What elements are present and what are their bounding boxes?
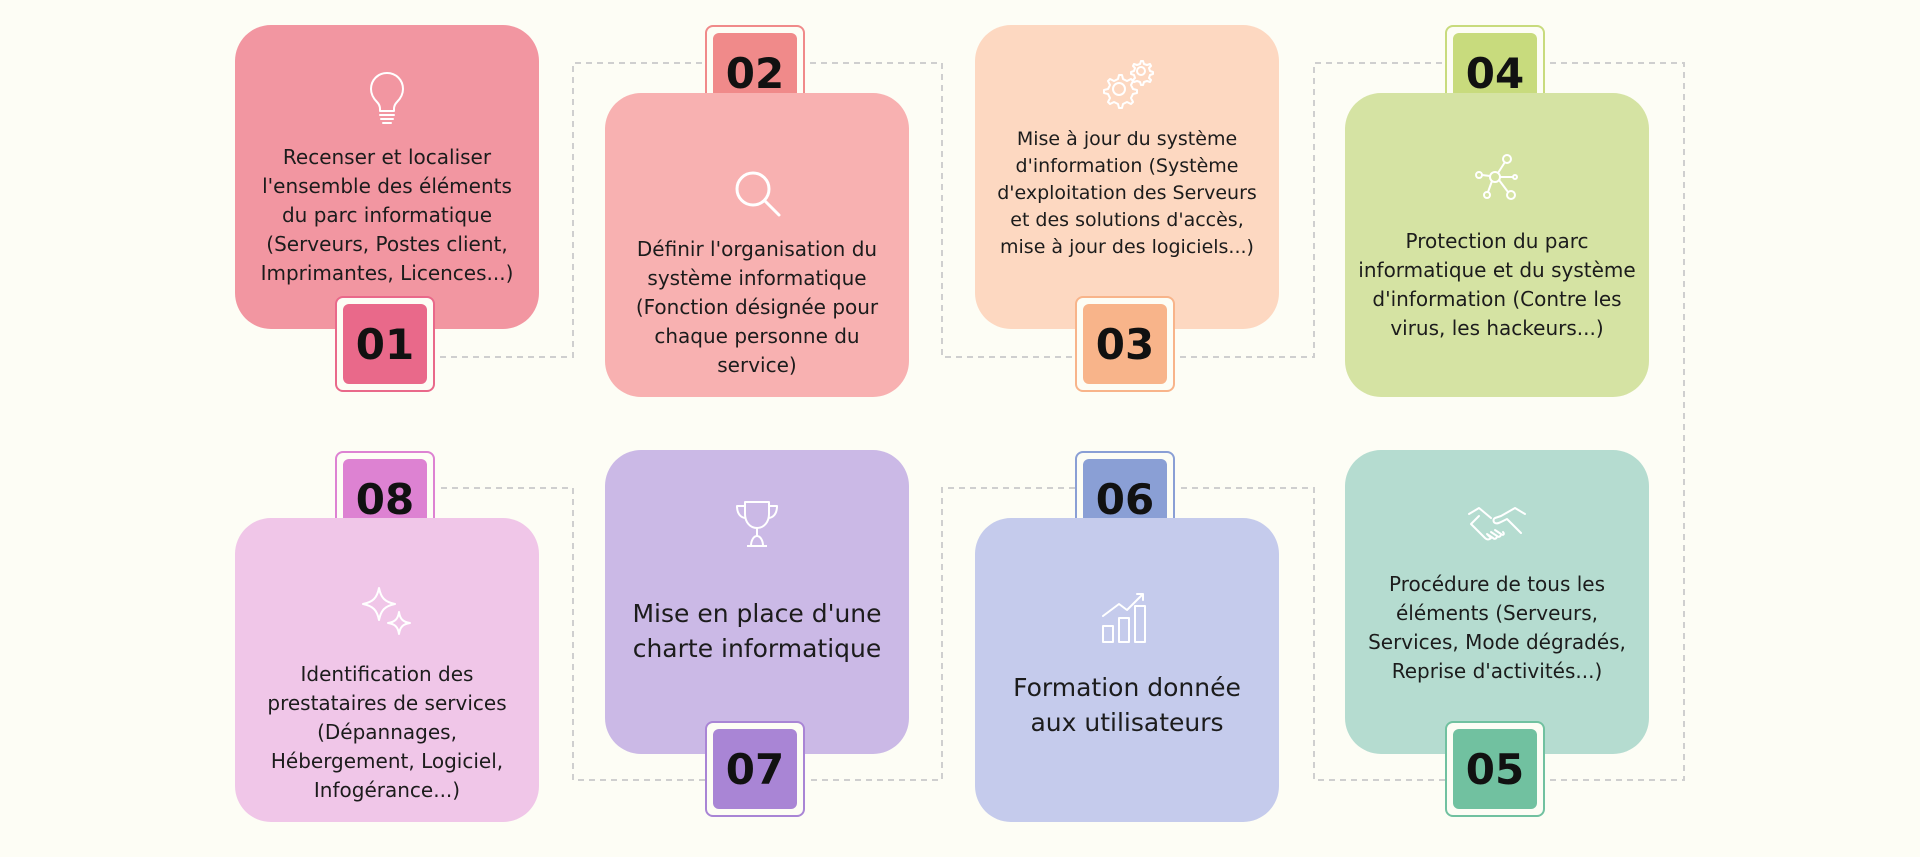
step-card-07: Mise en place d'une charte informatique	[605, 450, 909, 754]
gears-icon	[1095, 53, 1159, 117]
step-badge-07: 07	[705, 721, 805, 817]
step-card-03: Mise à jour du système d'information (Sy…	[975, 25, 1279, 329]
step-text-02: Définir l'organisation du système inform…	[635, 237, 879, 377]
step-card-08: Identification des prestataires de servi…	[235, 518, 539, 822]
step-badge-03: 03	[1075, 296, 1175, 392]
step-text-06: Formation donnée aux utilisateurs	[1013, 673, 1241, 737]
step-text-08: Identification des prestataires de servi…	[267, 662, 507, 802]
handshake-icon	[1465, 494, 1529, 558]
step-card-01: Recenser et localiser l'ensemble des élé…	[235, 25, 539, 329]
sparkle-icon	[355, 580, 419, 644]
step-card-06: Formation donnée aux utilisateurs	[975, 518, 1279, 822]
step-number-07: 07	[713, 729, 797, 809]
step-text-05: Procédure de tous les éléments (Serveurs…	[1368, 572, 1626, 683]
step-number-03: 03	[1083, 304, 1167, 384]
lightbulb-icon	[355, 65, 419, 129]
step-number-05: 05	[1453, 729, 1537, 809]
magnifier-icon	[725, 161, 789, 225]
network-icon	[1465, 145, 1529, 209]
step-badge-05: 05	[1445, 721, 1545, 817]
step-text-04: Protection du parc informatique et du sy…	[1358, 229, 1636, 340]
step-text-07: Mise en place d'une charte informatique	[632, 599, 882, 663]
step-card-04: Protection du parc informatique et du sy…	[1345, 93, 1649, 397]
step-card-05: Procédure de tous les éléments (Serveurs…	[1345, 450, 1649, 754]
step-text-03: Mise à jour du système d'information (Sy…	[997, 128, 1257, 258]
step-text-01: Recenser et localiser l'ensemble des élé…	[260, 145, 514, 285]
step-card-02: Définir l'organisation du système inform…	[605, 93, 909, 397]
trophy-icon	[725, 492, 789, 556]
growth-chart-icon	[1095, 584, 1159, 648]
step-badge-01: 01	[335, 296, 435, 392]
step-number-01: 01	[343, 304, 427, 384]
